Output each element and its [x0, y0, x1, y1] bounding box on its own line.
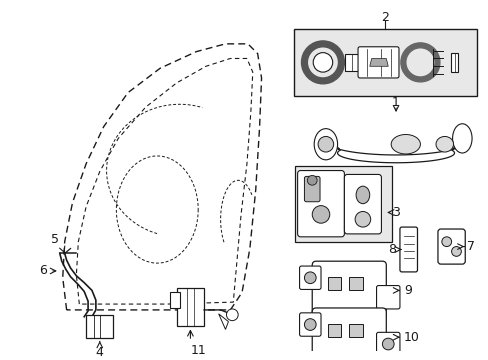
Circle shape — [382, 338, 393, 350]
FancyBboxPatch shape — [312, 261, 386, 320]
Text: 1: 1 — [391, 96, 399, 109]
FancyBboxPatch shape — [376, 285, 399, 309]
Text: 11: 11 — [190, 344, 205, 357]
Bar — [170, 292, 179, 308]
Bar — [294, 166, 391, 242]
Text: 6: 6 — [39, 265, 47, 278]
FancyBboxPatch shape — [437, 229, 464, 264]
FancyBboxPatch shape — [304, 176, 319, 202]
Bar — [450, 53, 457, 72]
Text: 10: 10 — [403, 331, 419, 344]
Polygon shape — [369, 58, 387, 66]
Ellipse shape — [307, 175, 316, 185]
Bar — [327, 277, 341, 291]
Text: 3: 3 — [391, 206, 399, 219]
Circle shape — [226, 309, 238, 321]
Ellipse shape — [390, 135, 420, 154]
Circle shape — [304, 272, 315, 284]
Circle shape — [312, 206, 329, 223]
Text: 5: 5 — [51, 233, 59, 246]
FancyBboxPatch shape — [344, 175, 381, 234]
Text: 7: 7 — [466, 240, 474, 253]
FancyBboxPatch shape — [399, 227, 417, 272]
Polygon shape — [325, 137, 465, 163]
FancyBboxPatch shape — [297, 171, 344, 237]
Bar — [86, 315, 113, 338]
Bar — [327, 324, 341, 337]
Circle shape — [317, 136, 333, 152]
Ellipse shape — [314, 129, 337, 160]
Bar — [348, 277, 362, 291]
FancyBboxPatch shape — [357, 47, 398, 78]
Circle shape — [354, 211, 370, 227]
Text: 9: 9 — [403, 284, 411, 297]
Text: 4: 4 — [96, 346, 103, 359]
Polygon shape — [218, 314, 228, 329]
Text: 2: 2 — [381, 11, 388, 24]
FancyBboxPatch shape — [312, 308, 386, 360]
FancyBboxPatch shape — [376, 332, 399, 356]
Circle shape — [304, 319, 315, 330]
Ellipse shape — [435, 136, 453, 152]
FancyBboxPatch shape — [299, 313, 320, 336]
Circle shape — [313, 53, 332, 72]
Bar — [348, 324, 362, 337]
Bar — [293, 29, 476, 95]
Bar — [345, 54, 358, 71]
Circle shape — [441, 237, 451, 247]
Circle shape — [451, 247, 460, 256]
Ellipse shape — [452, 124, 471, 153]
Bar — [176, 288, 203, 327]
Ellipse shape — [355, 186, 369, 204]
Text: 8: 8 — [387, 243, 395, 256]
FancyBboxPatch shape — [299, 266, 320, 289]
